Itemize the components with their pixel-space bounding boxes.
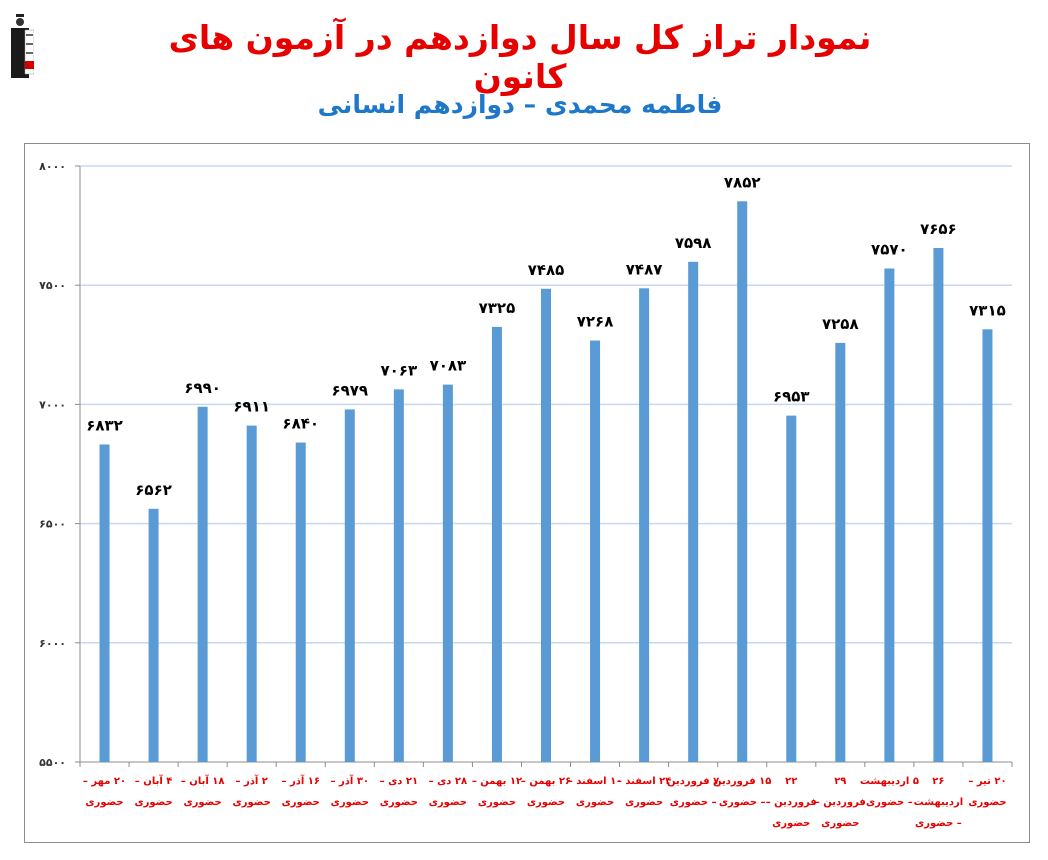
bar: [197, 406, 208, 762]
x-tick-label: حضوری: [772, 818, 810, 829]
x-axis: [79, 761, 1013, 767]
x-tick-label: ۲۸ دی –: [429, 776, 467, 787]
x-tick-label: ۲ آذر –: [235, 774, 267, 787]
x-tick-label: حضوری: [576, 797, 614, 808]
data-label: ۷۰۸۳: [430, 357, 467, 375]
bars: [99, 201, 993, 763]
data-label: ۷۲۶۸: [577, 313, 614, 331]
bar: [393, 389, 404, 762]
x-tick-label: فروردین –: [815, 797, 866, 808]
x-tick-label: حضوری: [429, 797, 467, 808]
x-tick-label: ۲۲: [785, 776, 797, 787]
x-tick-label: ۴ آبان –: [135, 774, 173, 787]
bar: [835, 342, 846, 762]
data-label: ۷۶۵۶: [920, 220, 957, 238]
y-tick-label: ۵۵۰۰: [39, 756, 66, 769]
data-label: ۶۹۹۰: [184, 379, 221, 397]
x-tick-label: حضوری: [478, 797, 516, 808]
y-tick-label: ۸۰۰۰: [39, 160, 66, 173]
bar: [786, 415, 797, 762]
chart-title: نمودار تراز کل سال دوازدهم در آزمون های …: [168, 18, 872, 96]
data-label: ۷۴۸۵: [528, 261, 565, 279]
x-tick-label: ۵ اردیبهشت: [860, 776, 919, 787]
x-tick-labels: ۲۰ مهر – حضوری ۴ آبان – حضوری ۱۸ آبان – حضوری…: [83, 774, 1007, 829]
x-tick-label: ۲۶ بهمن –: [521, 776, 571, 787]
x-tick-label: ۱۲ بهمن –: [472, 776, 522, 787]
x-tick-label: حضوری: [625, 797, 663, 808]
data-label: ۶۵۶۲: [135, 481, 172, 499]
x-tick-label: ۲۹: [834, 776, 846, 787]
x-tick-label: ۷ فروردین: [667, 776, 719, 787]
x-tick-label: اردیبهشت: [914, 797, 964, 808]
data-label: ۷۸۵۲: [724, 173, 761, 191]
bar: [884, 268, 895, 762]
x-tick-label: حضوری: [282, 797, 320, 808]
x-tick-label: ۲۰ تیر –: [968, 776, 1006, 787]
bar: [148, 508, 159, 762]
data-label: ۶۹۵۳: [773, 388, 810, 406]
bar: [639, 288, 650, 762]
x-tick-label: ۱۵ فروردین: [713, 776, 771, 787]
x-tick-label: ۲۰ مهر –: [83, 776, 126, 787]
data-labels: ۶۸۳۲ ۶۵۶۲ ۶۹۹۰ ۶۹۱۱ ۶۸۴۰ ۶۹۷۹ ۷۰۶۳ ۷۰۸۳ ۷۳۲۵ ۷۴۸۵…: [86, 173, 1006, 499]
x-tick-label: ۲۱ دی –: [380, 776, 418, 787]
data-label: ۷۵۷۰: [871, 241, 908, 259]
x-tick-label: – حضوری: [866, 797, 913, 808]
bar: [295, 442, 306, 762]
x-tick-label: ۱۶ آذر –: [281, 774, 320, 787]
chart-subtitle: فاطمه محمدی – دوازدهم انسانی: [317, 90, 723, 119]
x-tick-label: حضوری: [183, 797, 221, 808]
x-tick-label: ۱۸ آبان –: [181, 774, 225, 787]
data-label: ۶۹۱۱: [233, 398, 270, 416]
data-label: ۷۵۹۸: [675, 234, 712, 252]
x-tick-label: حضوری: [331, 797, 369, 808]
bar: [99, 444, 110, 762]
x-tick-label: حضوری: [821, 818, 859, 829]
bar: [246, 425, 257, 762]
x-tick-label: حضوری: [134, 797, 172, 808]
data-label: ۷۳۱۵: [969, 301, 1006, 319]
bar: [541, 288, 551, 762]
x-tick-label: حضوری: [85, 797, 123, 808]
x-tick-label: – حضوری: [915, 818, 962, 829]
data-label: ۶۹۷۹: [331, 381, 368, 399]
y-tick-label: ۷۰۰۰: [39, 398, 66, 411]
x-tick-label: فروردین –: [766, 797, 817, 808]
x-tick-label: – حضوری: [670, 797, 717, 808]
x-tick-label: حضوری: [968, 797, 1006, 808]
data-label: ۶۸۴۰: [282, 415, 319, 433]
graduate-logo-icon: [8, 14, 35, 78]
data-label: ۷۲۵۸: [822, 315, 859, 333]
bar: [933, 248, 944, 763]
x-tick-label: ۳۰ آذر –: [331, 774, 370, 787]
data-label: ۶۸۳۲: [86, 416, 123, 434]
x-tick-label: حضوری: [233, 797, 271, 808]
y-axis: ۵۵۰۰ ۶۰۰۰ ۶۵۰۰ ۷۰۰۰ ۷۵۰۰ ۸۰۰۰: [39, 160, 81, 769]
bar: [982, 329, 993, 762]
bar: [491, 326, 502, 762]
bar: [590, 340, 601, 762]
bar: [688, 261, 699, 762]
data-label: ۷۳۲۵: [479, 299, 516, 317]
x-tick-label: حضوری: [527, 797, 565, 808]
chart-frame: [24, 143, 1030, 843]
data-label: ۷۰۶۳: [381, 361, 418, 379]
data-label: ۷۴۸۷: [626, 260, 663, 278]
y-tick-label: ۶۰۰۰: [39, 637, 66, 650]
x-tick-label: ۲۶: [932, 776, 944, 787]
bar: [344, 409, 355, 762]
x-tick-label: حضوری: [380, 797, 418, 808]
y-tick-label: ۷۵۰۰: [39, 279, 66, 292]
x-tick-label: ۲۴ اسفند –: [617, 776, 672, 787]
bar: [737, 201, 748, 762]
bar: [442, 384, 453, 762]
y-tick-label: ۶۵۰۰: [39, 518, 66, 531]
x-tick-label: – حضوری: [719, 797, 766, 808]
x-tick-label: ۱۰ اسفند –: [568, 776, 623, 787]
